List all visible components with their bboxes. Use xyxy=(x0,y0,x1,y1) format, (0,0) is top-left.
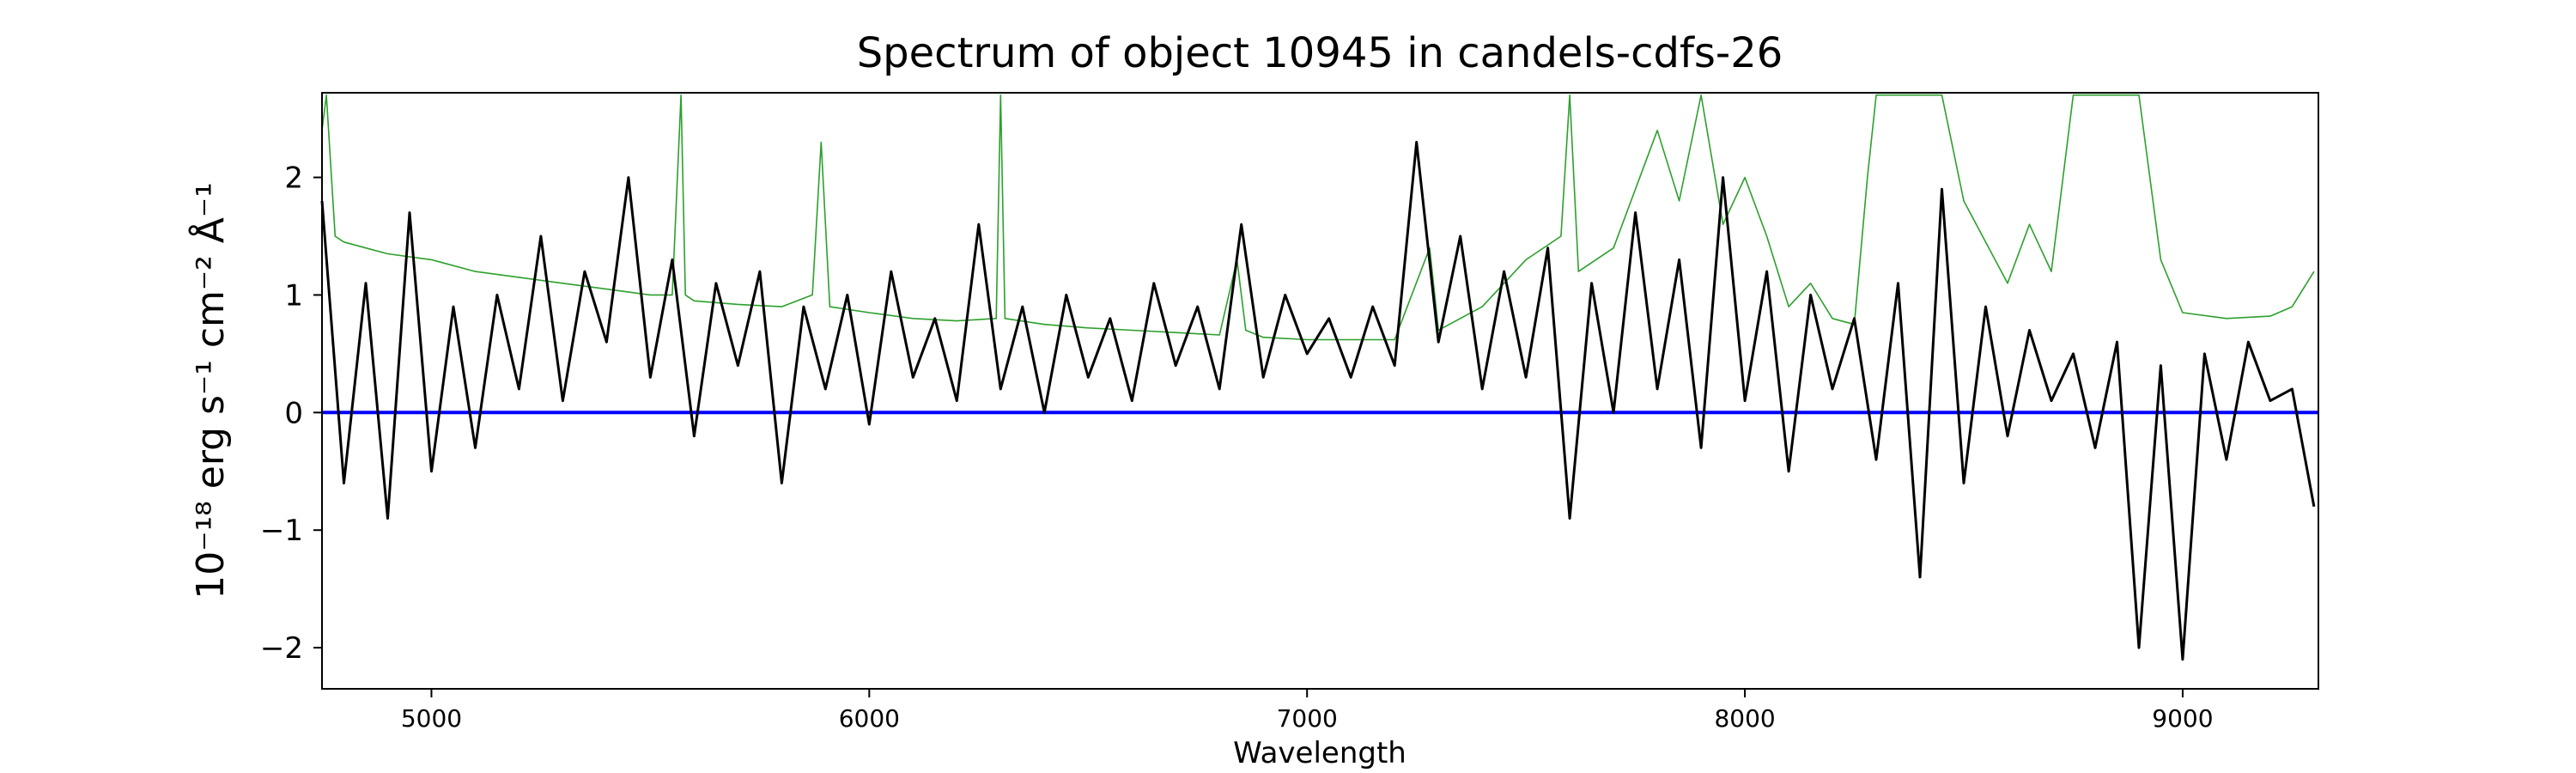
ticks-layer: 5000 6000 7000 8000 9000 −2 −1 0 1 2 xyxy=(260,161,2214,733)
plot-background xyxy=(322,93,2318,689)
x-tick-label: 9000 xyxy=(2152,704,2213,733)
x-tick-label: 7000 xyxy=(1277,704,1338,733)
x-axis-label: Wavelength xyxy=(1233,736,1406,770)
y-tick-label: −2 xyxy=(260,631,303,666)
x-tick-label: 6000 xyxy=(839,704,900,733)
y-tick-label: 0 xyxy=(284,396,303,430)
series-layer xyxy=(320,94,2318,661)
y-tick-label: 2 xyxy=(284,161,303,196)
noise-series-line xyxy=(321,94,2315,341)
chart-title: Spectrum of object 10945 in candels-cdfs… xyxy=(857,29,1783,77)
y-tick-label: 1 xyxy=(284,278,303,313)
flux-series-line xyxy=(320,141,2316,661)
x-tick-label: 8000 xyxy=(1714,704,1775,733)
y-axis-label: 10⁻¹⁸ erg s⁻¹ cm⁻² Å⁻¹ xyxy=(187,182,233,599)
plot-frame xyxy=(321,92,2319,690)
y-tick-label: −1 xyxy=(260,514,303,548)
x-tick-label: 5000 xyxy=(401,704,462,733)
